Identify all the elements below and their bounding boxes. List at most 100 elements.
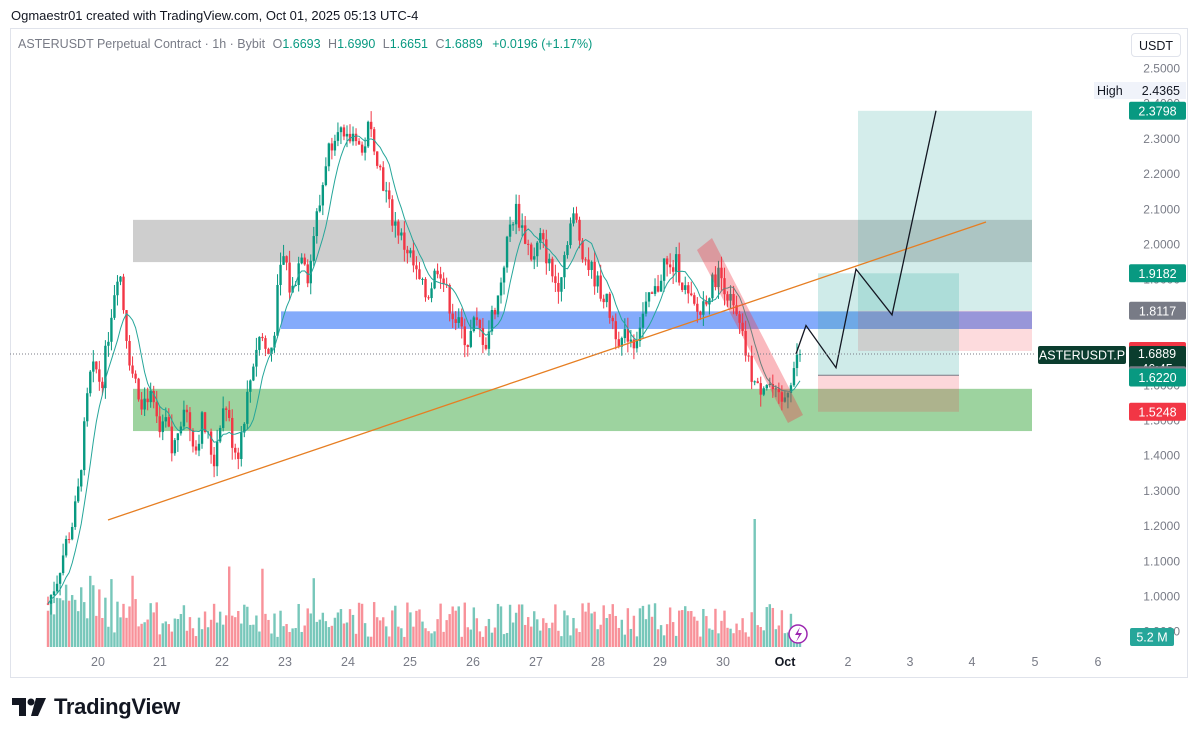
x-tick-label: 2 — [845, 655, 852, 669]
candle-body — [182, 409, 186, 427]
volume-bar — [243, 604, 246, 647]
x-tick-label: 27 — [529, 655, 543, 669]
candle-body — [560, 277, 563, 292]
volume-bar — [702, 608, 705, 647]
candle-body — [433, 270, 436, 289]
currency-button[interactable]: USDT — [1131, 33, 1181, 57]
symbol-title[interactable]: ASTERUSDT Perpetual Contract · 1h · Bybi… — [18, 37, 266, 51]
volume-bar — [436, 619, 439, 647]
candle-body — [460, 317, 463, 327]
tradingview-logo[interactable]: TradingView — [12, 694, 180, 720]
volume-bar — [191, 628, 195, 647]
candle-body — [409, 250, 412, 254]
y-tick-label: 2.3000 — [1143, 132, 1180, 146]
volume-bar — [768, 604, 771, 647]
candle-body — [584, 259, 587, 261]
candle-body — [511, 224, 515, 226]
volume-bar — [611, 604, 614, 647]
volume-bar — [146, 619, 149, 647]
candle-body — [442, 278, 445, 285]
volume-bar — [623, 634, 627, 647]
volume-bar — [412, 626, 415, 647]
candle-body — [792, 368, 796, 386]
high-value: 1.6990 — [337, 37, 376, 51]
candle-body — [493, 310, 497, 315]
candle-body — [526, 243, 530, 245]
x-tick-label: 24 — [341, 655, 355, 669]
volume-bar — [270, 633, 273, 647]
volume-bar — [197, 617, 201, 647]
volume-bar — [530, 626, 533, 647]
level-1811-tag-text: 1.8117 — [1139, 304, 1176, 318]
candle-body — [170, 426, 174, 454]
candle-body — [288, 262, 291, 293]
candle-body — [351, 133, 355, 142]
open-label: O — [272, 37, 283, 51]
level-1811-tag-bg — [1129, 301, 1186, 320]
candle-body — [173, 440, 177, 454]
volume-bar — [110, 579, 113, 647]
volume-bar — [617, 627, 620, 647]
candle-body — [388, 190, 391, 200]
candle-body — [635, 340, 639, 349]
volume-bar — [336, 612, 340, 647]
candle-body — [581, 240, 584, 260]
candle-body — [741, 322, 744, 331]
volume-bar — [221, 624, 225, 647]
candle-body — [536, 242, 539, 257]
volume-bar — [578, 632, 581, 647]
volume-bar — [131, 575, 134, 647]
volume-bar — [309, 613, 312, 647]
volume-bar — [451, 606, 454, 647]
candle-body — [702, 301, 705, 315]
candle-body — [212, 454, 216, 467]
volume-bar — [632, 615, 636, 647]
volume-bar — [593, 611, 596, 647]
x-tick-label: 5 — [1032, 655, 1039, 669]
volume-bar — [783, 633, 787, 647]
candle-body — [548, 258, 551, 264]
candle-body — [46, 603, 50, 605]
x-tick-label: 26 — [466, 655, 480, 669]
candle-body — [98, 369, 101, 382]
candle-body — [738, 314, 741, 323]
volume-bar — [95, 615, 98, 647]
candle-body — [542, 233, 545, 240]
volume-bar — [83, 602, 86, 647]
candle-body — [614, 321, 617, 340]
volume-bar — [363, 623, 367, 647]
candle-body — [385, 190, 388, 192]
candle-body — [454, 319, 457, 323]
volume-bar — [650, 616, 654, 647]
high-marker-bg — [1094, 82, 1186, 99]
candle-body — [530, 244, 533, 260]
candle-body — [200, 412, 204, 444]
volume-bar — [448, 614, 451, 647]
volume-bar — [228, 566, 231, 647]
volume-bar — [104, 597, 107, 647]
volume-bar — [312, 578, 315, 647]
candle-body — [101, 381, 104, 389]
candle-body — [391, 199, 394, 226]
price-labels: High2.43652.37981.91821.81171.69761.6889… — [1038, 82, 1186, 646]
volume-bar — [581, 603, 584, 647]
demand-zone — [133, 388, 1032, 432]
symbol-legend: ASTERUSDT Perpetual Contract · 1h · Bybi… — [18, 37, 592, 51]
candle-body — [116, 281, 119, 296]
candle-body — [696, 303, 699, 312]
volume-bar — [569, 635, 572, 647]
candle-body — [608, 293, 611, 318]
close-value: 1.6889 — [444, 37, 483, 51]
candle-body — [554, 276, 557, 283]
candle-body — [203, 412, 207, 433]
volume-bar — [372, 602, 376, 647]
volume-bar — [457, 606, 460, 647]
candle-body — [140, 399, 143, 410]
candle-body — [176, 433, 180, 441]
volume-bar — [708, 628, 711, 647]
candle-body — [786, 392, 790, 398]
candle-body — [270, 347, 273, 355]
zones-layer — [133, 110, 1032, 432]
candle-body — [375, 151, 379, 166]
